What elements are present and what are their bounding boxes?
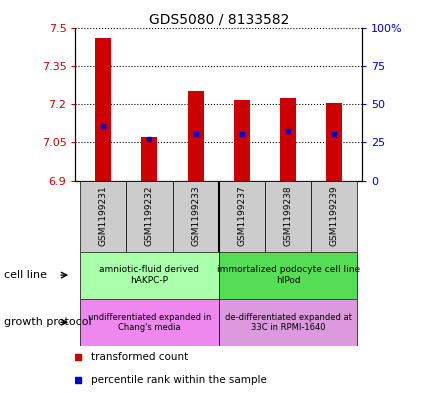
Text: GSM1199233: GSM1199233 [190, 186, 200, 246]
Bar [187, 91, 203, 181]
Text: percentile rank within the sample: percentile rank within the sample [91, 375, 267, 386]
Bar [233, 100, 249, 181]
Text: transformed count: transformed count [91, 352, 188, 362]
Bar [172, 181, 218, 252]
Text: immortalized podocyte cell line
hIPod: immortalized podocyte cell line hIPod [216, 265, 359, 285]
Text: GSM1199232: GSM1199232 [144, 186, 154, 246]
Text: GSM1199231: GSM1199231 [98, 186, 108, 246]
Bar [280, 98, 295, 181]
Text: undifferentiated expanded in
Chang's media: undifferentiated expanded in Chang's med… [87, 312, 211, 332]
Text: GSM1199237: GSM1199237 [237, 186, 246, 246]
Text: GSM1199239: GSM1199239 [329, 186, 338, 246]
Bar [326, 103, 341, 181]
Text: de-differentiated expanded at
33C in RPMI-1640: de-differentiated expanded at 33C in RPM… [224, 312, 351, 332]
Bar [80, 252, 218, 299]
Bar [126, 181, 172, 252]
Text: growth protocol: growth protocol [4, 317, 92, 327]
Text: GSM1199238: GSM1199238 [283, 186, 292, 246]
Bar [80, 299, 218, 346]
Text: amniotic-fluid derived
hAKPC-P: amniotic-fluid derived hAKPC-P [99, 265, 199, 285]
Title: GDS5080 / 8133582: GDS5080 / 8133582 [148, 12, 288, 26]
Text: cell line: cell line [4, 270, 47, 280]
Bar [264, 181, 310, 252]
Bar [80, 181, 126, 252]
Bar [310, 181, 356, 252]
Bar [218, 252, 356, 299]
Bar [141, 137, 157, 181]
Bar [218, 181, 264, 252]
Bar [218, 299, 356, 346]
Bar [95, 38, 111, 181]
